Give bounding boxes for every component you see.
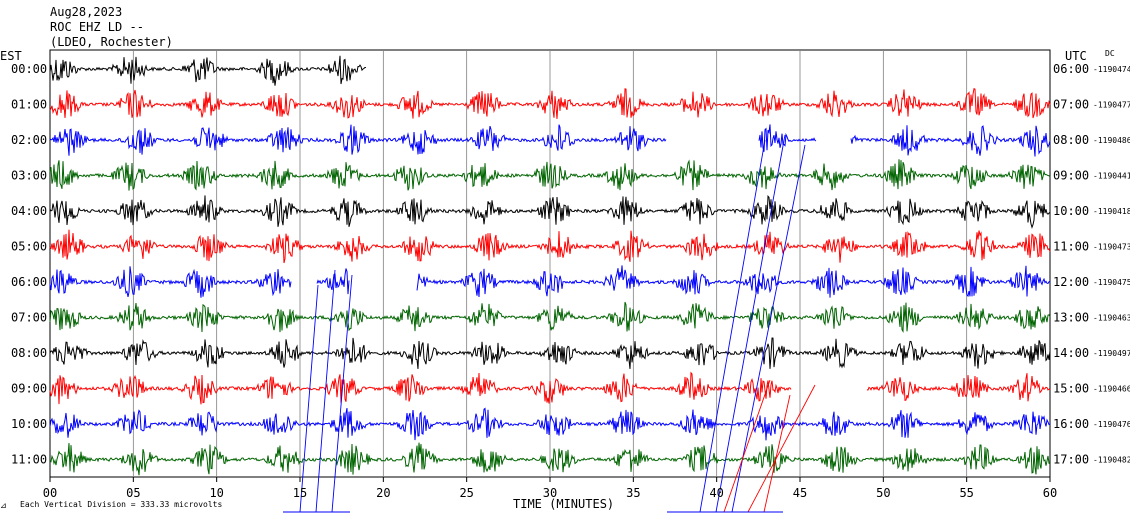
trace-0100 xyxy=(49,88,1051,119)
utc-hour-label: 08:00 xyxy=(1053,133,1089,147)
est-hour-label: 00:00 xyxy=(11,62,47,76)
dc-offset-label: -1190466 xyxy=(1093,385,1130,394)
utc-hour-label: 15:00 xyxy=(1053,382,1089,396)
transient-line xyxy=(731,144,806,513)
x-tick-label: 30 xyxy=(543,486,557,500)
utc-hour-label: 13:00 xyxy=(1053,311,1089,325)
utc-hour-label: 17:00 xyxy=(1053,453,1089,467)
dc-offset-label: -1190486 xyxy=(1093,136,1130,145)
utc-hour-label: 12:00 xyxy=(1053,275,1089,289)
x-tick-label: 35 xyxy=(626,486,640,500)
dc-offset-label: -1190473 xyxy=(1093,243,1130,252)
header-network: (LDEO, Rochester) xyxy=(50,35,173,49)
dc-offset-label: -1190441 xyxy=(1093,172,1130,181)
utc-hour-label: 09:00 xyxy=(1053,169,1089,183)
x-tick-label: 45 xyxy=(793,486,807,500)
traces-group xyxy=(49,55,1051,513)
utc-hour-label: 10:00 xyxy=(1053,204,1089,218)
est-hour-label: 06:00 xyxy=(11,275,47,289)
scale-icon: ⊿ xyxy=(0,501,7,510)
dc-offset-label: -1190476 xyxy=(1093,420,1130,429)
est-hour-label: 07:00 xyxy=(11,311,47,325)
transient-line xyxy=(315,269,336,513)
x-tick-label: 10 xyxy=(209,486,223,500)
trace-0800 xyxy=(49,337,1051,369)
trace-0000 xyxy=(49,55,367,86)
transient-line xyxy=(723,379,771,513)
est-hour-label: 09:00 xyxy=(11,382,47,396)
est-hour-label: 01:00 xyxy=(11,98,47,112)
trace-0300 xyxy=(49,159,1051,191)
transient-line xyxy=(715,134,786,513)
x-tick-label: 25 xyxy=(459,486,473,500)
trace-0400 xyxy=(49,194,1051,229)
dc-offset-label: -1190482 xyxy=(1093,456,1130,465)
est-label: EST xyxy=(0,49,22,63)
header-station: ROC EHZ LD -- xyxy=(50,20,144,34)
trace-0600 xyxy=(49,265,1051,298)
left-hour-labels: 00:00 01:00 02:00 03:00 04:00 05:00 06:00 07:00… xyxy=(11,62,47,467)
x-tick-label: 60 xyxy=(1043,486,1057,500)
x-axis-ticks: 00 05 10 15 20 25 30 35 40 45 50 55 60 xyxy=(43,477,1057,500)
transient-line xyxy=(699,139,766,513)
x-tick-label: 40 xyxy=(709,486,723,500)
x-tick-label: 00 xyxy=(43,486,57,500)
est-hour-label: 08:00 xyxy=(11,346,47,360)
grid-lines xyxy=(132,50,968,477)
est-hour-label: 10:00 xyxy=(11,417,47,431)
x-axis-label: TIME (MINUTES) xyxy=(513,497,614,511)
trace-1000 xyxy=(49,407,1051,441)
right-hour-labels: 06:00 -1190474 07:00 -1190477 08:00 -1190486 0… xyxy=(1053,62,1130,467)
x-tick-label: 05 xyxy=(126,486,140,500)
dc-offset-label: -1190463 xyxy=(1093,314,1130,323)
est-hour-label: 02:00 xyxy=(11,133,47,147)
x-tick-label: 15 xyxy=(293,486,307,500)
transient-line xyxy=(747,384,816,513)
x-tick-label: 50 xyxy=(876,486,890,500)
dc-offset-label: -1190418 xyxy=(1093,207,1130,216)
x-tick-label: 20 xyxy=(376,486,390,500)
transient-line xyxy=(763,394,791,513)
est-hour-label: 03:00 xyxy=(11,169,47,183)
utc-hour-label: 14:00 xyxy=(1053,346,1089,360)
est-hour-label: 11:00 xyxy=(11,453,47,467)
est-hour-label: 05:00 xyxy=(11,240,47,254)
dc-offset-label: -1190477 xyxy=(1093,101,1130,110)
dc-offset-label: -1190475 xyxy=(1093,278,1130,287)
utc-hour-label: 11:00 xyxy=(1053,240,1089,254)
trace-1100 xyxy=(49,442,1051,476)
trace-0900 xyxy=(49,371,1051,405)
utc-hour-label: 07:00 xyxy=(1053,98,1089,112)
trace-0500 xyxy=(49,229,1051,264)
utc-hour-label: 16:00 xyxy=(1053,417,1089,431)
header-date: Aug28,2023 xyxy=(50,5,122,19)
transient-line xyxy=(331,274,353,513)
transient-line xyxy=(299,284,319,513)
dc-offset-label: -1190474 xyxy=(1093,65,1130,74)
utc-label: UTC xyxy=(1065,49,1087,63)
est-hour-label: 04:00 xyxy=(11,204,47,218)
x-tick-label: 55 xyxy=(959,486,973,500)
trace-0200 xyxy=(49,124,1051,157)
trace-0700 xyxy=(49,301,1051,333)
dc-label: DC xyxy=(1105,49,1115,58)
footer-scale-note: Each Vertical Division = 333.33 microvol… xyxy=(20,500,222,509)
utc-hour-label: 06:00 xyxy=(1053,62,1089,76)
dc-offset-label: -1190497 xyxy=(1093,349,1130,358)
